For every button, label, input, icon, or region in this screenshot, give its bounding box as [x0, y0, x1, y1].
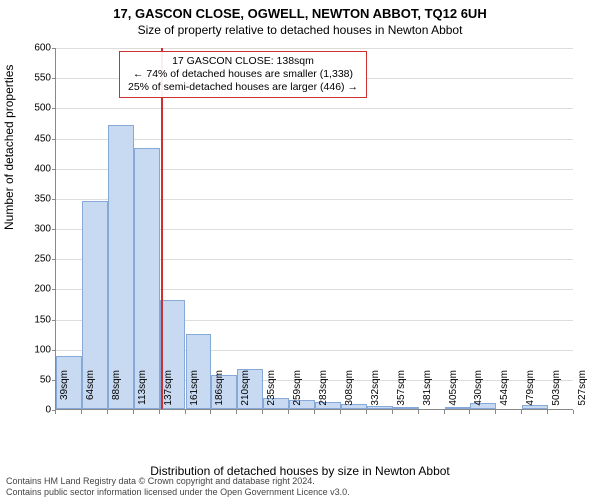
xtick-label: 308sqm — [344, 370, 355, 414]
ytick-label: 0 — [21, 405, 51, 416]
ytick-label: 400 — [21, 163, 51, 174]
xtick-label: 454sqm — [499, 370, 510, 414]
xtick-mark — [185, 410, 186, 414]
chart-subtitle: Size of property relative to detached ho… — [0, 21, 600, 37]
xtick-label: 503sqm — [551, 370, 562, 414]
ytick-mark — [52, 199, 56, 200]
xtick-mark — [521, 410, 522, 414]
plot-region: 050100150200250300350400450500550600 — [55, 48, 573, 410]
ytick-label: 350 — [21, 193, 51, 204]
footer-line-1: Contains HM Land Registry data © Crown c… — [6, 476, 594, 487]
plot-area: 050100150200250300350400450500550600 17 … — [55, 48, 573, 410]
xtick-mark — [573, 410, 574, 414]
footer-line-2: Contains public sector information licen… — [6, 487, 594, 498]
ytick-label: 550 — [21, 73, 51, 84]
ytick-label: 250 — [21, 254, 51, 265]
footer-attribution: Contains HM Land Registry data © Crown c… — [6, 476, 594, 498]
ytick-mark — [52, 320, 56, 321]
ytick-mark — [52, 350, 56, 351]
ytick-label: 500 — [21, 103, 51, 114]
ytick-mark — [52, 108, 56, 109]
xtick-mark — [81, 410, 82, 414]
xtick-mark — [418, 410, 419, 414]
ytick-label: 50 — [21, 374, 51, 385]
xtick-label: 259sqm — [292, 370, 303, 414]
xtick-label: 430sqm — [473, 370, 484, 414]
xtick-mark — [55, 410, 56, 414]
reference-line — [161, 48, 163, 409]
ytick-label: 450 — [21, 133, 51, 144]
xtick-label: 527sqm — [577, 370, 588, 414]
xtick-mark — [210, 410, 211, 414]
chart-title: 17, GASCON CLOSE, OGWELL, NEWTON ABBOT, … — [0, 0, 600, 21]
ytick-mark — [52, 289, 56, 290]
ytick-label: 100 — [21, 344, 51, 355]
xtick-label: 64sqm — [85, 370, 96, 414]
xtick-label: 161sqm — [189, 370, 200, 414]
xtick-mark — [236, 410, 237, 414]
xtick-mark — [288, 410, 289, 414]
xtick-label: 479sqm — [525, 370, 536, 414]
ytick-label: 150 — [21, 314, 51, 325]
xtick-mark — [469, 410, 470, 414]
xtick-label: 235sqm — [266, 370, 277, 414]
xtick-mark — [547, 410, 548, 414]
ytick-mark — [52, 139, 56, 140]
xtick-label: 186sqm — [214, 370, 225, 414]
xtick-label: 381sqm — [422, 370, 433, 414]
xtick-mark — [262, 410, 263, 414]
annotation-line-3: 25% of semi-detached houses are larger (… — [128, 81, 358, 94]
annotation-box: 17 GASCON CLOSE: 138sqm ← 74% of detache… — [119, 51, 367, 98]
xtick-label: 332sqm — [370, 370, 381, 414]
xtick-label: 283sqm — [318, 370, 329, 414]
xtick-label: 357sqm — [396, 370, 407, 414]
xtick-mark — [314, 410, 315, 414]
xtick-mark — [495, 410, 496, 414]
xtick-mark — [159, 410, 160, 414]
gridline — [56, 48, 573, 49]
ytick-mark — [52, 259, 56, 260]
histogram-bar — [108, 125, 134, 409]
xtick-label: 113sqm — [137, 370, 148, 414]
xtick-mark — [444, 410, 445, 414]
ytick-mark — [52, 169, 56, 170]
xtick-mark — [133, 410, 134, 414]
ytick-mark — [52, 229, 56, 230]
xtick-label: 210sqm — [240, 370, 251, 414]
xtick-mark — [107, 410, 108, 414]
xtick-label: 137sqm — [163, 370, 174, 414]
ytick-mark — [52, 78, 56, 79]
chart-container: 17, GASCON CLOSE, OGWELL, NEWTON ABBOT, … — [0, 0, 600, 500]
xtick-mark — [366, 410, 367, 414]
annotation-line-1: 17 GASCON CLOSE: 138sqm — [128, 55, 358, 68]
xtick-mark — [340, 410, 341, 414]
ytick-label: 200 — [21, 284, 51, 295]
ytick-label: 300 — [21, 224, 51, 235]
xtick-label: 39sqm — [59, 370, 70, 414]
xtick-label: 405sqm — [448, 370, 459, 414]
gridline — [56, 108, 573, 109]
ytick-mark — [52, 48, 56, 49]
xtick-mark — [392, 410, 393, 414]
xtick-label: 88sqm — [111, 370, 122, 414]
y-axis-label: Number of detached properties — [2, 65, 16, 230]
ytick-label: 600 — [21, 43, 51, 54]
annotation-line-2: ← 74% of detached houses are smaller (1,… — [128, 68, 358, 81]
